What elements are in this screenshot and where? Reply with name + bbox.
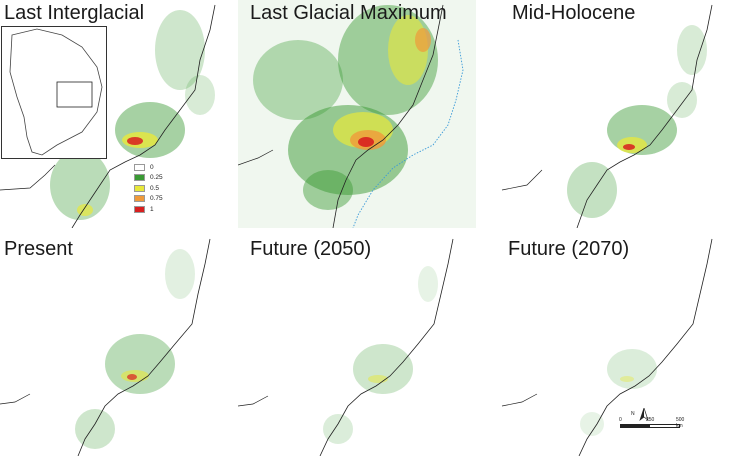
suitability-map-last-glacial-maximum	[238, 0, 476, 228]
north-arrow-label: N	[631, 411, 635, 417]
suitability-map-future-2050	[238, 238, 454, 456]
suitability-map-present	[0, 238, 211, 456]
scale-label: 500 km	[676, 417, 685, 429]
map-panel-last-glacial-maximum: Last Glacial Maximum	[238, 0, 476, 228]
coastline	[332, 4, 444, 228]
scale-segment-filled	[621, 425, 650, 427]
legend-item: 0.75	[134, 194, 163, 205]
suitability-fill	[238, 0, 476, 228]
locator-inset-map	[1, 26, 107, 159]
scale-bar-graphic	[620, 424, 680, 428]
study-area-box	[56, 81, 93, 108]
coastline	[576, 4, 713, 228]
map-panel-present: Present	[0, 234, 232, 456]
country-border	[0, 393, 31, 405]
suitability-fill	[567, 25, 707, 218]
country-border	[238, 395, 269, 407]
legend-swatch	[134, 163, 145, 171]
panel-title: Future (2070)	[508, 238, 630, 260]
country-border	[501, 169, 543, 191]
suitability-map-last-interglacial	[0, 4, 216, 228]
panel-title: Present	[4, 238, 73, 260]
legend-item: 1	[134, 204, 163, 215]
legend-label: 1	[150, 205, 154, 213]
suitability-map-future-2070	[501, 238, 713, 456]
country-border	[238, 149, 274, 166]
legend-swatch	[134, 174, 145, 182]
legend-item: 0	[134, 162, 163, 173]
legend-label: 0.5	[150, 184, 160, 192]
suitability-fill	[50, 10, 215, 220]
map-panel-mid-holocene: Mid-Holocene	[482, 0, 730, 228]
panel-title: Mid-Holocene	[512, 2, 636, 24]
coastline	[319, 238, 454, 456]
north-arrow-icon: N	[631, 406, 649, 422]
suitability-fill	[75, 249, 195, 449]
legend-label: 0.25	[150, 174, 163, 182]
panel-title: Future (2050)	[250, 238, 372, 260]
glacial-coastline	[352, 39, 464, 228]
legend-label: 0	[150, 163, 154, 171]
panel-title: Last Glacial Maximum	[250, 2, 447, 24]
panel-title: Last Interglacial	[4, 2, 145, 24]
legend-swatch	[134, 184, 145, 192]
map-panel-last-interglacial: Last Interglacial 0 0.25 0.5 0.75 1	[0, 0, 232, 228]
legend: 0 0.25 0.5 0.75 1	[134, 162, 163, 215]
legend-swatch	[134, 195, 145, 203]
legend-swatch	[134, 205, 145, 213]
suitability-fill	[323, 266, 438, 444]
legend-item: 0.25	[134, 173, 163, 184]
coastline	[578, 238, 713, 456]
country-border	[501, 393, 538, 407]
coastline	[71, 4, 216, 228]
coastline	[77, 238, 211, 456]
scale-label: 250	[646, 417, 655, 423]
country-border	[0, 164, 56, 191]
south-america-outline	[9, 28, 103, 156]
map-panel-future-2050: Future (2050)	[238, 234, 476, 456]
legend-label: 0.75	[150, 195, 163, 203]
scale-label: 0	[619, 417, 622, 423]
suitability-map-mid-holocene	[501, 4, 713, 228]
map-panel-future-2070: Future (2070)	[482, 234, 730, 456]
legend-item: 0.5	[134, 183, 163, 194]
